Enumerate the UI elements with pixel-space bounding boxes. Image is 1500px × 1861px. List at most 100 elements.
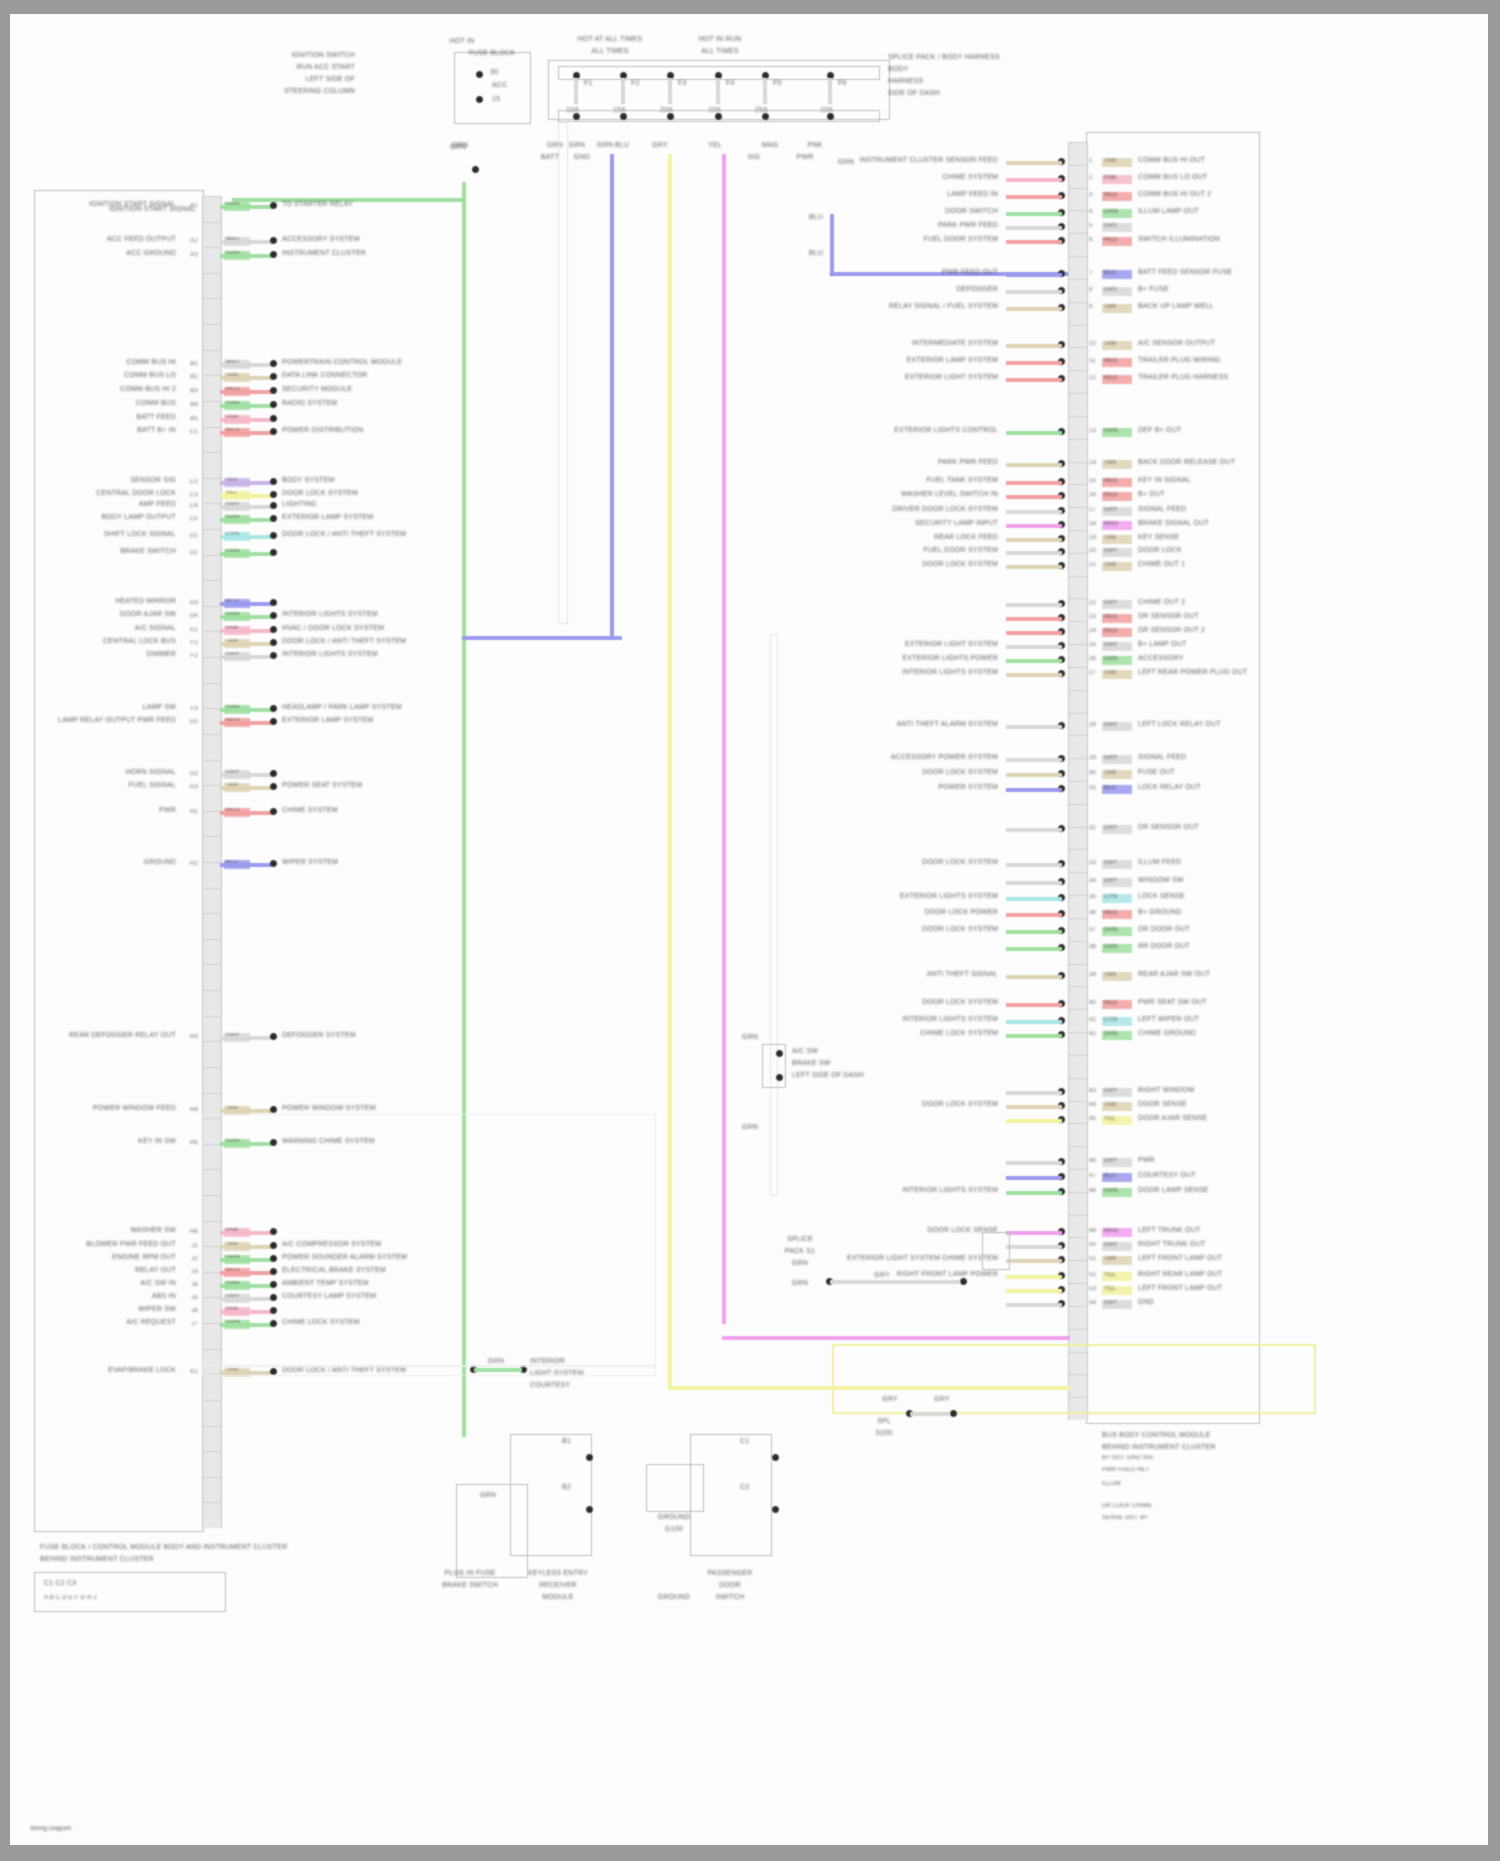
right-wire-swatch-40 xyxy=(1102,1000,1132,1009)
ignition-pin-1 xyxy=(476,71,483,78)
left-pin-D2: D2 xyxy=(189,550,198,556)
left-dest-H3: DEFOGGER SYSTEM xyxy=(282,1032,356,1039)
right-wire-code-14: TAN xyxy=(1104,460,1117,466)
fuse-body-F3 xyxy=(668,78,672,104)
right-wire-swatch-9 xyxy=(1102,304,1132,313)
green-main-run xyxy=(232,198,464,202)
left-terminal-A3 xyxy=(270,251,277,258)
right-wire-code-18: MAG xyxy=(1104,521,1119,527)
right-label-13: EXTERIOR LIGHTS CONTROL xyxy=(894,427,998,434)
right-pin-31: 31 xyxy=(1089,785,1097,791)
left-terminal-H1 xyxy=(270,808,277,815)
right-dest-26: ACCESSORY xyxy=(1138,655,1184,662)
right-label-3: LAMP FEED IN xyxy=(947,191,998,198)
left-dest-J2: POWER SOUNDER ALARM SYSTEM xyxy=(282,1254,407,1261)
left-wire-run-J7 xyxy=(220,1323,272,1327)
right-wire-run-43 xyxy=(1006,1091,1062,1095)
right-dest-39: REAR AJAR SW OUT xyxy=(1138,971,1211,978)
right-wire-code-49: MAG xyxy=(1104,1228,1119,1234)
left-dest-J7: CHIME LOCK SYSTEM xyxy=(282,1319,360,1326)
left-wire-run-C3 xyxy=(220,494,272,498)
left-dest-D1: DOOR LOCK / ANTI THEFT SYSTEM xyxy=(282,531,407,538)
right-wire-swatch-48 xyxy=(1102,1188,1132,1197)
right-label-8: DEFOGGER xyxy=(956,286,998,293)
left-bottom-caption: FUSE BLOCK / CONTROL MODULE BODY AND INS… xyxy=(40,1544,288,1551)
left-connector-legend-pins: A B C D E F G H J xyxy=(44,1595,97,1601)
right-dest-15: KEY IN SIGNAL xyxy=(1138,477,1192,484)
right-dest-54: GND xyxy=(1138,1299,1155,1306)
center-module-code-1: GRN xyxy=(741,1034,759,1041)
left-wire-run-F1 xyxy=(220,642,272,646)
fuse-pin-top-F3 xyxy=(667,72,674,79)
left-terminal-C3 xyxy=(270,491,277,498)
right-wire-swatch-22 xyxy=(1102,600,1132,609)
left-terminal-D3 xyxy=(270,599,277,606)
right-label-9: RELAY SIGNAL / FUEL SYSTEM xyxy=(888,303,998,310)
right-pin-23: 23 xyxy=(1089,614,1097,620)
left-dest-C2: BODY SYSTEM xyxy=(282,477,335,484)
right-label-7: PWR FEED OUT xyxy=(941,269,998,276)
left-pin-B3: B3 xyxy=(190,388,198,394)
left-label-H4: POWER WINDOW FEED xyxy=(92,1105,176,1112)
br-run xyxy=(910,1412,950,1416)
left-dest-A3: INSTRUMENT CLUSTER xyxy=(282,250,366,257)
left-terminal-B2 xyxy=(270,373,277,380)
right-wire-run-41 xyxy=(1006,1020,1062,1024)
right-wire-run-23 xyxy=(1006,617,1062,621)
right-wire-code-11: RED xyxy=(1104,358,1118,364)
right-wire-swatch-50 xyxy=(1102,1242,1132,1251)
left-pin-J4: J4 xyxy=(191,1282,198,1288)
left-wire-run-F3 xyxy=(220,708,272,712)
right-wire-swatch-18 xyxy=(1102,521,1132,530)
right-wire-run-12 xyxy=(1006,378,1062,382)
right-wire-run-3 xyxy=(1006,195,1062,199)
left-label-H1: PWR xyxy=(159,807,176,814)
left-terminal-B5 xyxy=(270,415,277,422)
right-wire-swatch-45 xyxy=(1102,1116,1132,1125)
left-label-D1: SHIFT LOCK SIGNAL xyxy=(103,531,176,538)
br-dot-1 xyxy=(906,1410,913,1417)
right-label-18: SECURITY LAMP INPUT xyxy=(915,520,998,527)
trunk-wire-yellow xyxy=(668,154,672,1389)
right-label-41: INTERIOR LIGHTS SYSTEM xyxy=(902,1016,998,1023)
switch-b-pin-1 xyxy=(772,1454,779,1461)
right-pin-33: 33 xyxy=(1089,860,1097,866)
right-wire-code-40: RED xyxy=(1104,1000,1118,1006)
left-label-C3: CENTRAL DOOR LOCK xyxy=(96,490,176,497)
right-label-33: DOOR LOCK SYSTEM xyxy=(922,859,998,866)
hot-sub-1: ALL TIMES xyxy=(701,48,739,55)
right-label-39: ANTI THEFT SIGNAL xyxy=(926,971,998,978)
splice-code-left: GRN xyxy=(487,1358,505,1365)
right-pin-51: 51 xyxy=(1089,1256,1097,1262)
window-chrome-left xyxy=(0,0,10,1861)
switch-a-term-1: B1 xyxy=(562,1438,571,1445)
right-pin-39: 39 xyxy=(1089,972,1097,978)
left-label-B3: COMM BUS HI 2 xyxy=(120,386,176,393)
right-wire-swatch-54 xyxy=(1102,1300,1132,1309)
magenta-feed-run xyxy=(722,1336,1070,1340)
right-dest-43: RIGHT WINDOW xyxy=(1138,1087,1195,1094)
right-wire-code-12: RED xyxy=(1104,375,1118,381)
lower-left-frame xyxy=(202,1366,656,1376)
right-pin-19: 19 xyxy=(1089,535,1097,541)
left-wire-run-A3 xyxy=(220,254,272,258)
left-label-H6: WASHER SW xyxy=(130,1227,176,1234)
center-module-pin-1 xyxy=(776,1050,783,1057)
right-dest-41: LEFT WIPER OUT xyxy=(1138,1016,1200,1023)
kr-code-2: GRN xyxy=(791,1280,809,1287)
right-wire-swatch-14 xyxy=(1102,460,1132,469)
left-label-D2: BRAKE SWITCH xyxy=(120,548,176,555)
right-wire-code-1: TAN xyxy=(1104,158,1117,164)
right-dest-49: LEFT TRUNK OUT xyxy=(1138,1227,1201,1234)
left-wire-run-G1 xyxy=(220,721,272,725)
left-terminal-C1 xyxy=(270,428,277,435)
left-wire-run-H3 xyxy=(220,1036,272,1040)
left-pin-D4: D4 xyxy=(189,613,198,619)
fuse-body-F2 xyxy=(621,78,625,104)
left-pin-C2: C2 xyxy=(189,479,198,485)
right-pin-27: 27 xyxy=(1089,670,1097,676)
right-wire-swatch-31 xyxy=(1102,785,1132,794)
right-pin-52: 52 xyxy=(1089,1272,1097,1278)
right-wire-code-47: BLU xyxy=(1104,1173,1117,1179)
left-label-J3: RELAY OUT xyxy=(135,1267,176,1274)
